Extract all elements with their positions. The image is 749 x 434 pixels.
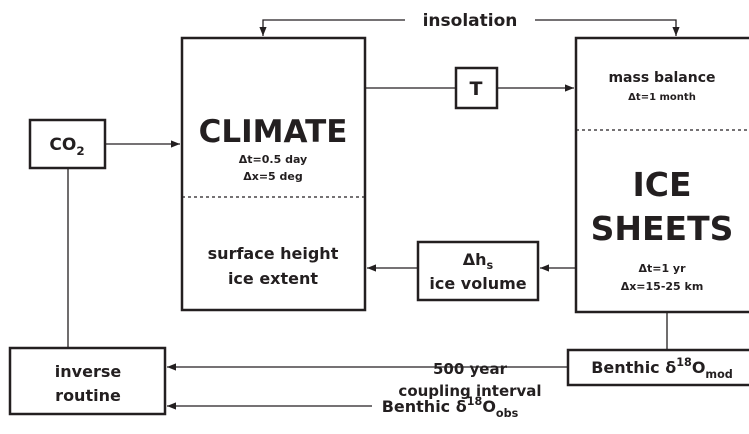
coupling-label: 500 year (433, 360, 508, 378)
ice-dt: Δt=1 yr (638, 262, 686, 275)
t-label: T (470, 78, 483, 100)
climate-dx: Δx=5 deg (243, 170, 303, 183)
coupling-label: coupling interval (398, 382, 541, 400)
ice-title: SHEETS (591, 209, 734, 248)
inverse-label: inverse (55, 362, 122, 381)
ice-input: mass balance (608, 70, 715, 86)
inverse-box (8, 346, 167, 416)
text: Benthic δ (591, 358, 676, 377)
superscript: 18 (676, 356, 692, 369)
climate-box (180, 36, 367, 312)
ice-volume-label: ice volume (429, 274, 526, 293)
text: O (692, 358, 706, 377)
co2-label: CO2 (49, 135, 84, 158)
dh-label: Δhs (463, 250, 494, 272)
subscript: 2 (76, 144, 84, 158)
text: CO (49, 135, 76, 155)
benthic-mod-label: Benthic δ18Omod (591, 356, 733, 381)
climate-title: CLIMATE (199, 114, 348, 150)
benthic-obs-label: Benthic δ18Oobs (382, 395, 519, 420)
superscript: 18 (467, 395, 483, 408)
text: Δh (463, 250, 487, 269)
t-box (454, 66, 499, 110)
climate-output: surface height (208, 244, 339, 263)
text: Benthic δ (382, 397, 467, 416)
subscript: mod (705, 368, 732, 381)
climate-output: ice extent (228, 269, 318, 288)
ice-sheets-box (574, 36, 749, 314)
ice-title: ICE (632, 165, 691, 204)
ice-volume-box (416, 240, 540, 302)
insolation-label: insolation (423, 11, 518, 31)
climate-dt: Δt=0.5 day (239, 153, 307, 166)
subscript: s (487, 259, 494, 272)
ice-input-dt: Δt=1 month (628, 92, 696, 103)
arrow (259, 19, 405, 36)
connectors (67, 19, 680, 410)
co2-box (28, 118, 107, 170)
inverse-label: routine (55, 386, 121, 405)
arrow (535, 19, 680, 36)
subscript: obs (496, 407, 519, 420)
ice-dx: Δx=15-25 km (621, 280, 704, 293)
benthic-mod-box (566, 348, 749, 387)
text: O (482, 397, 496, 416)
